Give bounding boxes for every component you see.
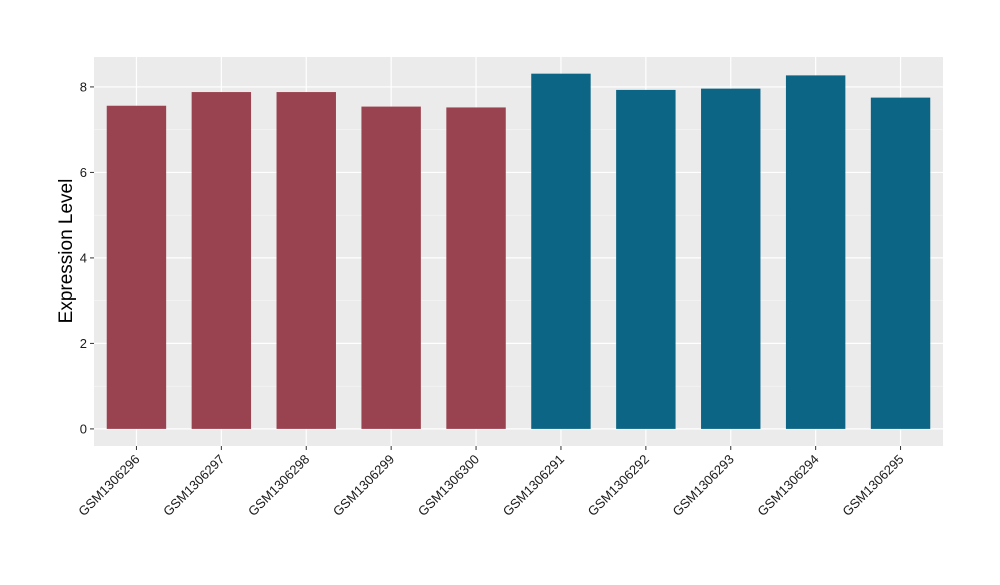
x-tick-label: GSM1306299 [330, 452, 397, 519]
x-axis: GSM1306296 GSM1306297 GSM1306298 GSM1306299… [75, 446, 907, 519]
bar-GSM1306294 [785, 75, 846, 429]
bar-GSM1306291 [531, 73, 591, 429]
bar-GSM1306297 [191, 92, 252, 429]
bar-GSM1306292 [616, 89, 676, 429]
y-tick-label: 4 [80, 250, 87, 265]
y-tick-label: 6 [80, 165, 87, 180]
y-tick-label: 0 [80, 421, 87, 436]
bar-GSM1306293 [701, 88, 761, 429]
y-axis-title: Expression Level [56, 179, 77, 324]
y-tick-label: 2 [80, 336, 87, 351]
bar-GSM1306295 [870, 97, 931, 429]
bar-GSM1306296 [106, 105, 167, 429]
x-tick-label: GSM1306294 [754, 452, 821, 519]
x-tick-label: GSM1306293 [670, 452, 737, 519]
x-tick-label: GSM1306295 [839, 452, 906, 519]
bar-GSM1306298 [276, 92, 336, 429]
x-tick-label: GSM1306297 [160, 452, 227, 519]
x-tick-label: GSM1306292 [585, 452, 652, 519]
x-tick-label: GSM1306300 [415, 452, 482, 519]
bar-GSM1306299 [361, 106, 421, 429]
x-tick-label: GSM1306298 [245, 452, 312, 519]
bars-group [106, 73, 931, 429]
y-tick-label: 8 [80, 79, 87, 94]
x-tick-label: GSM1306291 [500, 452, 567, 519]
x-tick-label: GSM1306296 [75, 452, 142, 519]
bar-GSM1306300 [446, 107, 506, 429]
y-axis: 0 2 4 6 8 [80, 79, 94, 436]
